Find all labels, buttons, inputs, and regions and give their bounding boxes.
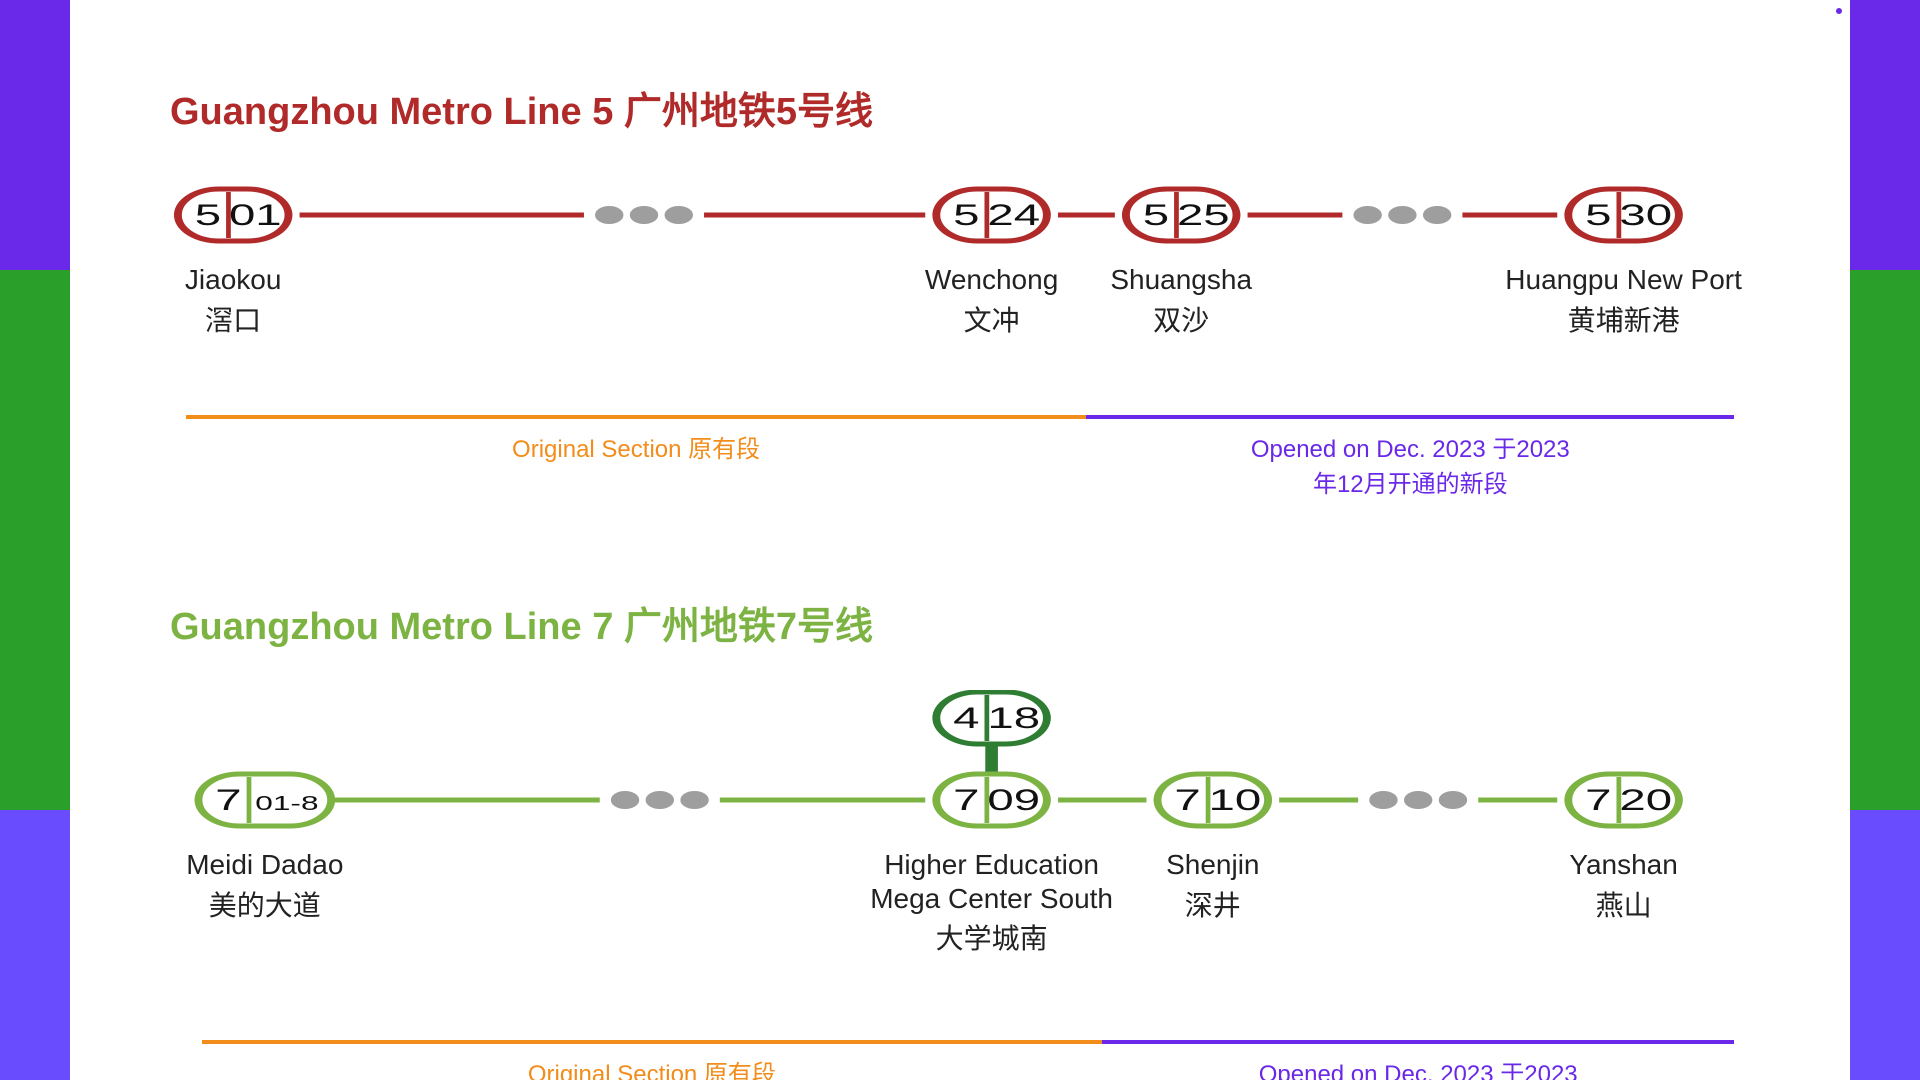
svg-text:24: 24: [987, 199, 1040, 232]
svg-text:5: 5: [953, 199, 979, 232]
legend-bar: [186, 415, 1087, 419]
station-name-zh: 文冲: [925, 299, 1058, 339]
station-label: Yanshan燕山: [1569, 848, 1677, 924]
strip-block: [0, 270, 70, 540]
strip-block: [0, 0, 70, 270]
strip-block: [1850, 810, 1920, 1080]
svg-text:25: 25: [1177, 199, 1230, 232]
line5-legend: Original Section 原有段Opened on Dec. 2023 …: [170, 415, 1750, 475]
station-label: Shuangsha双沙: [1110, 263, 1252, 339]
strip-block: [0, 540, 70, 810]
line7-track: 418701-8709710720: [170, 690, 1750, 840]
svg-text:5: 5: [195, 199, 221, 232]
station-label: Jiaokou滘口: [185, 263, 282, 339]
svg-text:09: 09: [987, 784, 1040, 817]
svg-text:20: 20: [1619, 784, 1672, 817]
station-name-zh: 双沙: [1110, 299, 1252, 339]
line7-legend: Original Section 原有段 Opened on Dec. 2023 …: [170, 1040, 1750, 1080]
svg-text:5: 5: [1143, 199, 1169, 232]
station-name-en: Wenchong: [925, 263, 1058, 297]
svg-text:01: 01: [229, 199, 282, 232]
station-name-zh: 美的大道: [186, 884, 343, 924]
legend-bar: [1086, 415, 1734, 419]
svg-text:7: 7: [953, 784, 979, 817]
line5-labels: Jiaokou滘口 Wenchong文冲 Shuangsha双沙 Huangpu Ne…: [170, 255, 1750, 415]
station-label: Wenchong文冲: [925, 263, 1058, 339]
station-label: Higher Education Mega Center South大学城南: [852, 848, 1132, 957]
svg-text:10: 10: [1209, 784, 1262, 817]
station-label: Shenjin深井: [1166, 848, 1259, 924]
line7-section: Guangzhou Metro Line 7 广州地铁7号线 418 7 01-8 7…: [130, 595, 1790, 1080]
station-name-en: Shenjin: [1166, 848, 1259, 882]
right-strip: [1850, 0, 1920, 1080]
legend-bar: [1102, 1040, 1734, 1044]
line5-track: 501524525530: [170, 175, 1750, 255]
diagram-canvas: Guangzhou Metro Line 5 广州地铁5号线 501524525…: [70, 0, 1850, 1080]
legend-text: Opened on Dec. 2023 于2023年12月开通的新段: [1252, 1054, 1584, 1080]
svg-text:7: 7: [1174, 784, 1200, 817]
svg-text:01-8: 01-8: [255, 792, 318, 815]
left-strip: [0, 0, 70, 1080]
station-name-en: Yanshan: [1569, 848, 1677, 882]
station-name-zh: 滘口: [185, 299, 282, 339]
legend-text: Opened on Dec. 2023 于2023年12月开通的新段: [1240, 429, 1580, 499]
svg-text:5: 5: [1585, 199, 1611, 232]
line5-title: Guangzhou Metro Line 5 广州地铁5号线: [170, 80, 1790, 135]
svg-text:7: 7: [1585, 784, 1611, 817]
strip-block: [1850, 540, 1920, 810]
station-name-zh: 深井: [1166, 884, 1259, 924]
station-name-en: Jiaokou: [185, 263, 282, 297]
station-name-en: Shuangsha: [1110, 263, 1252, 297]
line7-title: Guangzhou Metro Line 7 广州地铁7号线: [170, 595, 1790, 650]
station-name-en: Huangpu New Port: [1505, 263, 1742, 297]
svg-text:7: 7: [215, 784, 241, 817]
corner-dot: [1836, 8, 1842, 14]
legend-bar: [202, 1040, 1103, 1044]
line7-labels: Meidi Dadao美的大道 Higher Education Mega Cen…: [170, 840, 1750, 1040]
station-label: Meidi Dadao美的大道: [186, 848, 343, 924]
svg-text:18: 18: [987, 702, 1040, 735]
svg-text:30: 30: [1619, 199, 1672, 232]
station-label: Huangpu New Port黄埔新港: [1505, 263, 1742, 339]
station-name-zh: 燕山: [1569, 884, 1677, 924]
svg-text:4: 4: [953, 702, 979, 735]
line5-section: Guangzhou Metro Line 5 广州地铁5号线 501524525…: [130, 80, 1790, 475]
legend-text: Original Section 原有段: [528, 1054, 776, 1080]
legend-text: Original Section 原有段: [512, 429, 760, 464]
strip-block: [0, 810, 70, 1080]
station-name-en: Higher Education Mega Center South: [852, 848, 1132, 915]
strip-block: [1850, 0, 1920, 270]
station-name-zh: 黄埔新港: [1505, 299, 1742, 339]
station-name-zh: 大学城南: [852, 917, 1132, 957]
strip-block: [1850, 270, 1920, 540]
station-name-en: Meidi Dadao: [186, 848, 343, 882]
